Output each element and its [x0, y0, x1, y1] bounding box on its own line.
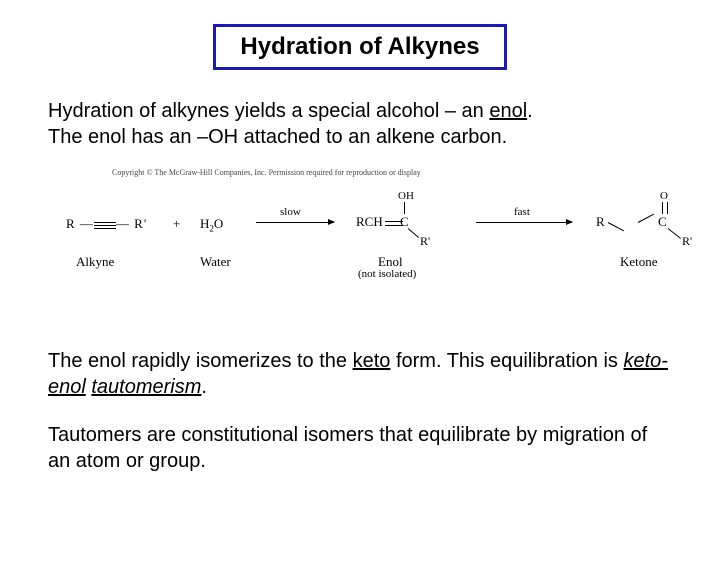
enol-structure: OH RCH C R': [348, 196, 458, 256]
enol-bond-oh: [404, 202, 405, 214]
reaction-scheme: R —— R' Alkyne + H2O Water slow OH RCH C…: [48, 196, 672, 286]
ketone-rprime: R': [682, 234, 692, 249]
ketone-r: R: [596, 214, 605, 230]
paragraph-3: Tautomers are constitutional isomers tha…: [48, 422, 672, 474]
p2-a: The enol rapidly isomerizes to the: [48, 350, 353, 372]
water-structure: H2O: [200, 216, 223, 234]
p2-g: .: [201, 376, 207, 398]
paragraph-2: The enol rapidly isomerizes to the keto …: [48, 348, 672, 400]
enol-rprime: R': [420, 234, 430, 249]
p2-c: form. This equilibration is: [390, 350, 623, 372]
arrow-fast-label: fast: [514, 206, 530, 218]
enol-oh: OH: [398, 190, 414, 202]
arrow-fast: [476, 222, 572, 223]
ketone-label: Ketone: [620, 254, 658, 270]
ketone-structure: O R C R': [590, 196, 720, 256]
alkyne-structure: R —— R': [66, 216, 147, 232]
tautomerism-ital: tautomerism: [91, 376, 201, 398]
reaction-diagram: Copyright © The McGraw-Hill Companies, I…: [48, 168, 672, 288]
water-label: Water: [200, 254, 231, 270]
enol-rch: RCH: [356, 214, 405, 230]
keto-underlined: keto: [353, 350, 391, 372]
copyright-notice: Copyright © The McGraw-Hill Companies, I…: [112, 168, 421, 177]
title-box: Hydration of Alkynes: [213, 24, 506, 70]
page-title: Hydration of Alkynes: [240, 33, 479, 61]
paragraph-1: Hydration of alkynes yields a special al…: [48, 98, 672, 150]
ketone-bond1: [608, 222, 624, 231]
alkyne-rprime: R': [134, 216, 147, 231]
ketone-dbl-bond: [662, 202, 668, 214]
enol-bond-rprime: [408, 228, 419, 238]
ketone-c: C: [658, 214, 667, 230]
para1-text-a: Hydration of alkynes yields a special al…: [48, 100, 489, 122]
ketone-bond2: [638, 214, 654, 223]
water-h: H: [200, 216, 209, 231]
alkyne-r: R: [66, 216, 76, 231]
arrow-slow: [256, 222, 334, 223]
ketone-o: O: [660, 190, 668, 202]
enol-label-2: (not isolated): [358, 268, 416, 280]
ketone-bond3: [668, 228, 681, 239]
plus-sign: +: [173, 216, 180, 232]
para1-text-b: The enol has an –OH attached to an alken…: [48, 126, 507, 148]
arrow-slow-label: slow: [280, 206, 301, 218]
enol-underlined: enol: [489, 100, 527, 122]
water-o: O: [214, 216, 223, 231]
alkyne-label: Alkyne: [76, 254, 114, 270]
